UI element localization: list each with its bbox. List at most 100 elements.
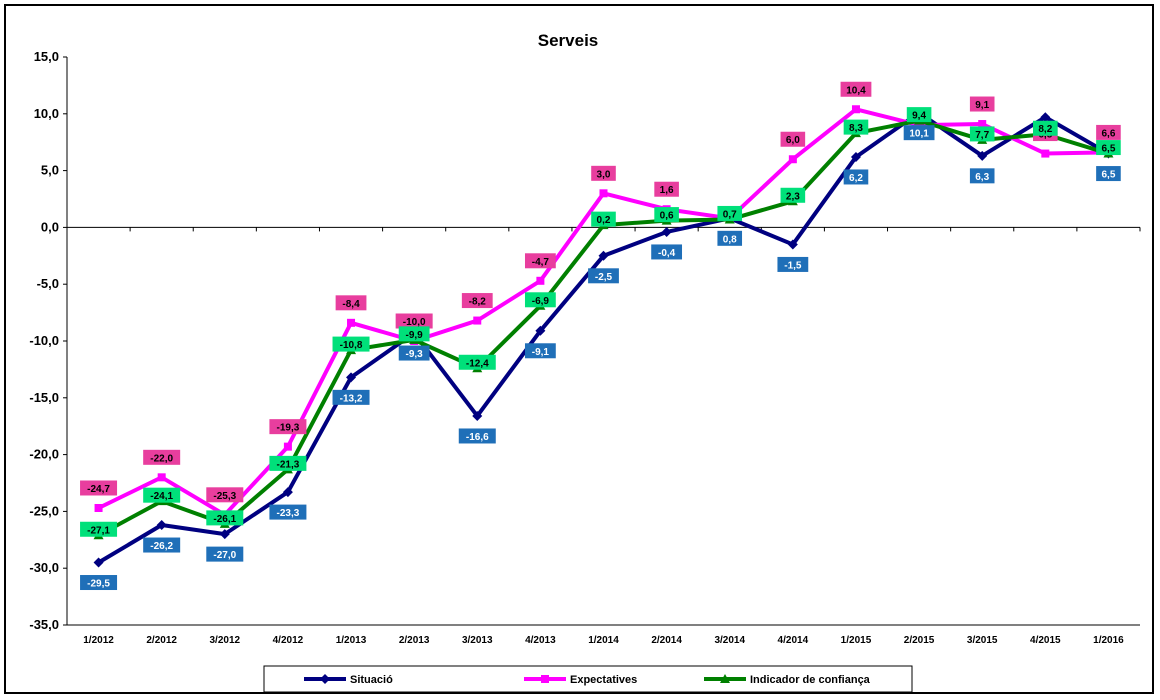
data-label-text: -21,3 xyxy=(277,459,300,470)
data-label-text: -22,0 xyxy=(150,453,173,464)
y-tick-label: -30,0 xyxy=(29,560,59,575)
data-label-text: 0,2 xyxy=(597,215,611,226)
data-label-bg xyxy=(717,230,743,246)
data-label-bg xyxy=(780,131,806,147)
data-label-bg xyxy=(395,313,433,329)
data-label: 6,5 xyxy=(1096,166,1121,182)
legend-label: Indicador de confiança xyxy=(750,674,871,686)
data-label-text: -0,4 xyxy=(658,248,676,259)
data-label: -10,0 xyxy=(395,313,433,329)
y-tick-label: 15,0 xyxy=(34,49,59,64)
data-label-text: -29,5 xyxy=(87,579,110,590)
data-point xyxy=(157,473,166,482)
x-tick-label: 2/2014 xyxy=(651,635,682,646)
data-label-bg xyxy=(969,168,995,184)
data-label: -12,4 xyxy=(458,354,496,370)
data-label-bg xyxy=(1096,166,1121,182)
y-tick-label: -5,0 xyxy=(37,276,59,291)
data-label: 0,2 xyxy=(591,211,616,227)
data-label-bg xyxy=(588,268,619,284)
data-label-text: -24,7 xyxy=(87,484,110,495)
data-point xyxy=(977,150,988,161)
data-label-text: 0,6 xyxy=(660,211,674,222)
legend-item: Indicador de confiança xyxy=(704,674,871,686)
data-point xyxy=(535,325,546,336)
data-label-bg xyxy=(206,510,244,526)
data-label: -9,9 xyxy=(398,326,430,342)
data-label-bg xyxy=(461,293,493,309)
data-label-bg xyxy=(398,345,430,361)
data-label-bg xyxy=(969,126,995,142)
y-tick-label: -10,0 xyxy=(29,333,59,348)
legend: Situació Expectatives Indicador de confian… xyxy=(263,665,913,693)
data-label-bg xyxy=(1096,124,1121,140)
x-tick-label: 3/2015 xyxy=(967,635,998,646)
data-label-text: 10,4 xyxy=(846,85,866,96)
data-label-text: 8,2 xyxy=(1038,124,1052,135)
data-point xyxy=(720,674,730,683)
data-label-text: -8,2 xyxy=(469,297,487,308)
y-tick-label: -25,0 xyxy=(29,503,59,518)
data-label-text: 6,5 xyxy=(1101,170,1115,181)
data-point xyxy=(346,372,357,383)
data-point xyxy=(472,410,483,421)
data-label-text: 6,0 xyxy=(786,135,800,146)
data-point xyxy=(850,151,861,162)
data-label-bg xyxy=(143,537,181,553)
legend-label: Expectatives xyxy=(570,674,637,686)
data-label-bg xyxy=(717,205,743,221)
data-label: -27,0 xyxy=(206,546,244,562)
x-tick-label: 1/2014 xyxy=(588,635,619,646)
data-label-text: 7,7 xyxy=(975,130,989,141)
x-tick-label: 1/2012 xyxy=(83,635,114,646)
legend-item: Expectatives xyxy=(524,674,637,686)
data-label-text: 0,8 xyxy=(723,234,737,245)
data-label-text: 0,7 xyxy=(723,209,737,220)
data-label-bg xyxy=(524,292,556,308)
data-label-bg xyxy=(335,295,367,311)
data-label-bg xyxy=(80,521,118,537)
x-tick-label: 3/2013 xyxy=(462,635,493,646)
data-label: -9,1 xyxy=(524,343,556,359)
data-label-text: -2,5 xyxy=(595,272,613,283)
data-label: 0,8 xyxy=(717,230,743,246)
data-label: 7,7 xyxy=(969,126,995,142)
data-label: 6,0 xyxy=(780,131,806,147)
data-point xyxy=(320,674,330,684)
data-point xyxy=(978,120,987,129)
data-point xyxy=(473,316,482,325)
data-label-text: 3,0 xyxy=(597,169,611,180)
data-label-bg xyxy=(1096,140,1121,156)
data-label: -22,0 xyxy=(143,449,181,465)
data-label-text: -23,3 xyxy=(277,508,300,519)
data-label-bg xyxy=(80,575,118,591)
data-label: -10,8 xyxy=(332,336,370,352)
data-label-text: -24,1 xyxy=(150,491,173,502)
data-label-text: -19,3 xyxy=(277,423,300,434)
data-label-bg xyxy=(398,326,430,342)
data-label: -26,2 xyxy=(143,537,181,553)
data-label-text: -12,4 xyxy=(466,358,489,369)
data-label-bg xyxy=(206,487,244,503)
data-label-text: -13,2 xyxy=(340,393,363,404)
chart-frame: Serveis 15,0 10,0 5,0 0,0 -5,0 -10,0 -15,0 -20,… xyxy=(4,4,1154,694)
x-tick-label: 1/2016 xyxy=(1093,635,1124,646)
data-label-bg xyxy=(903,125,935,141)
data-label: -23,3 xyxy=(269,504,307,520)
y-tick-label: -20,0 xyxy=(29,447,59,462)
line-chart: Serveis 15,0 10,0 5,0 0,0 -5,0 -10,0 -15,0 -20,… xyxy=(29,31,1141,693)
data-point xyxy=(1040,112,1051,123)
data-label: 6,3 xyxy=(969,168,995,184)
data-label: 1,6 xyxy=(654,181,679,197)
data-label: -16,6 xyxy=(458,428,496,444)
x-tick-label: 4/2015 xyxy=(1030,635,1061,646)
y-tick-label: -35,0 xyxy=(29,617,59,632)
data-point xyxy=(787,239,798,250)
data-label: -29,5 xyxy=(80,575,118,591)
data-label-text: -9,1 xyxy=(532,347,550,358)
data-label-bg xyxy=(332,389,370,405)
x-tick-label: 2/2012 xyxy=(146,635,177,646)
data-point xyxy=(915,121,924,130)
data-label-bg xyxy=(777,256,809,272)
legend-box xyxy=(263,665,913,693)
